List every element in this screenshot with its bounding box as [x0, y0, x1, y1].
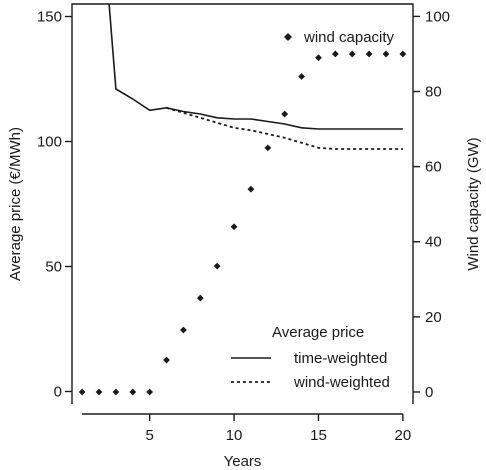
legend-time-weighted-label: time-weighted — [294, 350, 387, 367]
legend-wind-capacity-label: wind capacity — [303, 29, 395, 46]
y-left-tick-label: 100 — [37, 134, 62, 151]
wind-capacity-point — [348, 50, 356, 58]
wind-capacity-point — [382, 50, 390, 58]
wind-capacity-point — [112, 388, 120, 396]
y-right-tick-label: 40 — [425, 234, 442, 251]
y-left-axis-label: Average price (€/MWh) — [7, 127, 24, 281]
y-left-tick-label: 50 — [45, 259, 62, 276]
y-left-tick-label: 0 — [54, 384, 62, 401]
wind-capacity-point — [163, 356, 170, 364]
y-right-tick-label: 60 — [425, 159, 442, 176]
axes: 5 10 15 20 Years 0 50 100 150 Average price (€/MW… — [7, 3, 482, 470]
legend: wind capacity Average price time-weighted w… — [231, 29, 395, 391]
legend-wind-weighted-label: wind-weighted — [293, 374, 390, 391]
wind-capacity-point — [129, 388, 137, 396]
wind-capacity-point — [281, 110, 289, 118]
wind-capacity-point — [213, 262, 221, 270]
wind-capacity-point — [331, 50, 339, 58]
wind-capacity-point — [298, 73, 305, 80]
y-right-axis-label: Wind capacity (GW) — [465, 137, 482, 270]
plot-frame — [71, 3, 414, 404]
x-tick-label: 10 — [226, 427, 243, 444]
wind-capacity-point — [230, 223, 238, 231]
legend-lines-title: Average price — [272, 324, 364, 341]
wind-capacity-point — [247, 185, 255, 193]
wind-capacity-point — [146, 388, 154, 396]
legend-wind-capacity-marker — [284, 33, 292, 41]
y-right-tick-label: 0 — [425, 384, 433, 401]
wind-capacity-point — [315, 54, 322, 62]
x-tick-label: 20 — [395, 427, 412, 444]
wind-capacity-point — [78, 388, 86, 396]
x-tick-label: 5 — [145, 427, 153, 444]
wind-capacity-point — [365, 50, 373, 58]
wind-capacity-point — [264, 144, 272, 152]
series-layer — [78, 4, 407, 396]
y-right-tick-label: 100 — [425, 8, 450, 25]
y-right-tick-label: 80 — [425, 84, 442, 101]
wind-capacity-point — [95, 388, 103, 396]
series-time-weighted — [108, 4, 403, 130]
wind-capacity-point — [196, 294, 204, 302]
y-right-tick-label: 20 — [425, 309, 442, 326]
series-wind-weighted — [166, 106, 403, 150]
x-axis-label: Years — [224, 453, 262, 470]
series-wind-capacity — [78, 50, 407, 396]
wind-capacity-point — [399, 50, 407, 58]
y-left-tick-label: 150 — [37, 9, 62, 26]
wind-capacity-point — [180, 326, 187, 334]
x-tick-label: 15 — [310, 427, 327, 444]
